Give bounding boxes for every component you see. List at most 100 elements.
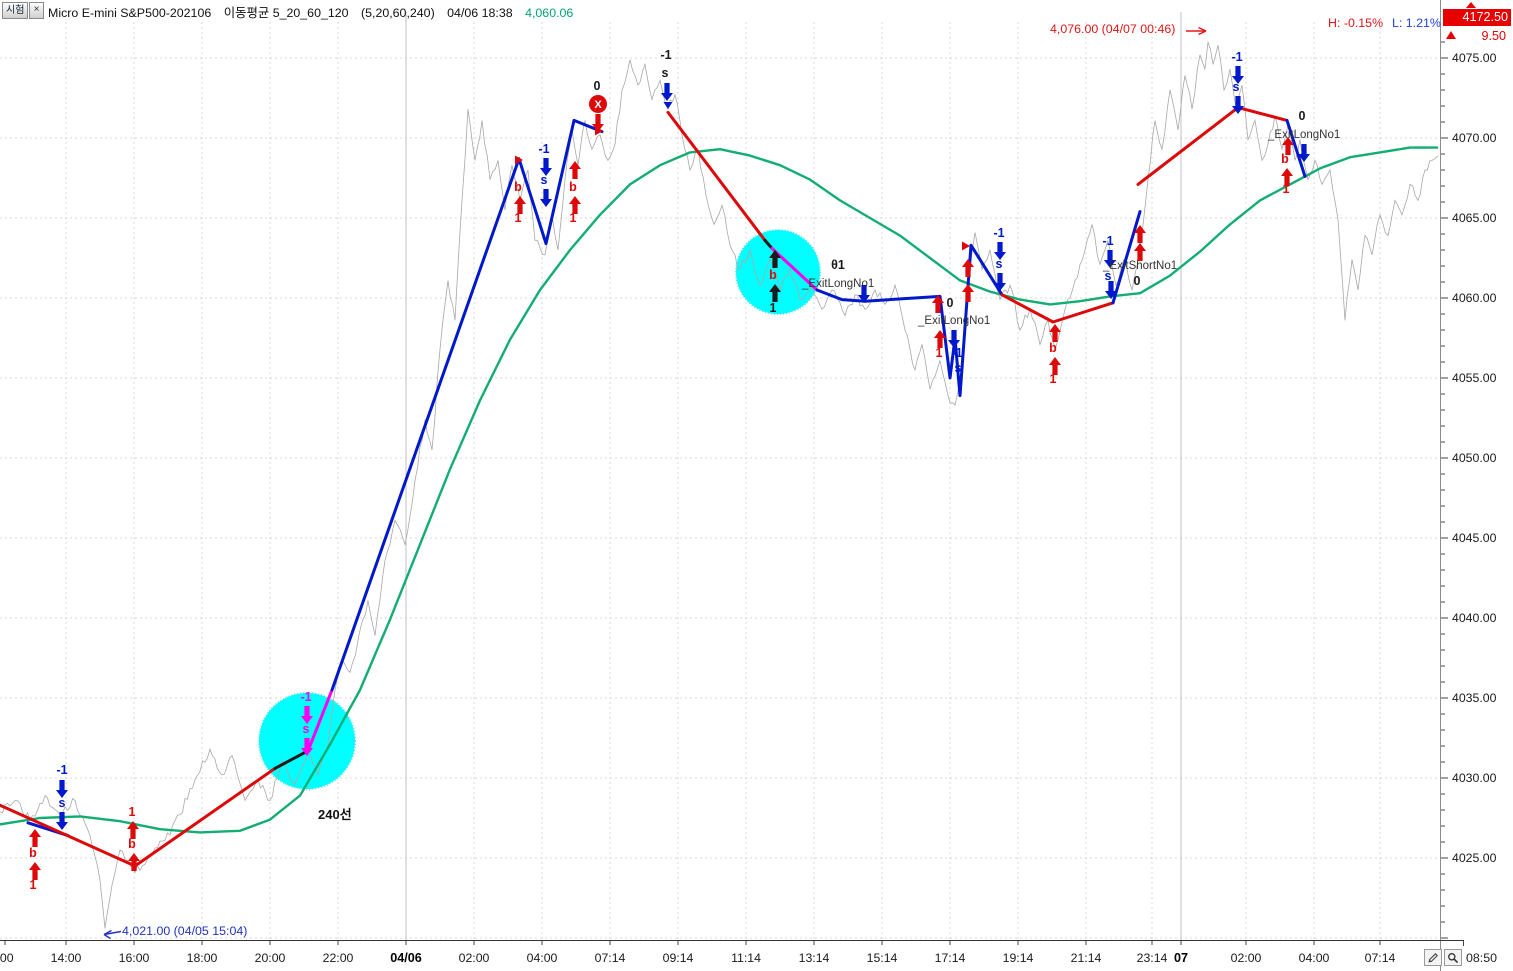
tab-close-button[interactable]: × [29, 2, 44, 19]
high-change-label: H: -0.15% [1328, 16, 1384, 30]
sell-arrow-icon [1232, 96, 1244, 114]
price-axis-label: 4055.00 [1452, 371, 1497, 385]
time-axis-label: 09:14 [663, 951, 694, 965]
buy-arrow-icon [1281, 168, 1293, 186]
signal-segment-blue [330, 118, 604, 692]
signal-marker-label: s [541, 173, 548, 187]
exit-x-glyph: X [594, 99, 602, 111]
time-axis-label: 15:14 [867, 951, 898, 965]
sell-arrow-icon [1232, 66, 1244, 84]
signal-marker-label: 0 [1299, 109, 1306, 123]
time-axis-label: 04/06 [390, 951, 422, 965]
signal-marker-label: -1 [300, 690, 311, 704]
signal-marker-label: b [514, 180, 522, 194]
draw-tool-button[interactable] [1424, 949, 1442, 966]
instrument-name: Micro E-mini S&P500-202106 [48, 6, 212, 20]
signal-segment-blue [1111, 210, 1142, 305]
chart-plot-area[interactable] [0, 20, 1440, 940]
signal-marker-label: 1 [515, 211, 522, 225]
signal-segment-red [666, 110, 767, 242]
buy-arrow-icon [1134, 225, 1146, 243]
indicator-params: (5,20,60,240) [360, 6, 435, 20]
signal-marker-label: 0 [947, 296, 954, 310]
axis-last-time: 08:50 [1466, 951, 1498, 965]
signal-marker-label: s [996, 257, 1003, 271]
time-axis-label: 23:14 [1137, 951, 1168, 965]
signal-marker-label: 1 [1283, 182, 1290, 196]
time-axis-label: 14:00 [51, 951, 82, 965]
time-axis-label: :00 [0, 951, 14, 965]
signal-marker-label: s [1233, 80, 1240, 94]
sell-arrow-icon [661, 83, 673, 101]
buy-arrow-icon [29, 862, 41, 880]
price-axis-label: 4050.00 [1452, 451, 1497, 465]
signal-marker-label: 1 [129, 805, 136, 819]
signal-marker-label: -1 [1231, 50, 1242, 64]
signal-marker-label: s [303, 722, 310, 736]
signal-marker-label: b [1049, 341, 1057, 355]
line-end-arrow-icon [663, 102, 673, 109]
sell-arrow-icon [994, 273, 1006, 291]
signal-segment-magenta [770, 246, 819, 292]
price-axis-label: 4035.00 [1452, 691, 1497, 705]
time-axis-label: 02:00 [459, 951, 490, 965]
buy-arrow-icon [932, 295, 944, 313]
signal-marker-label: _ExitShortNo1 [1102, 260, 1177, 272]
time-axis-label: 04:00 [1299, 951, 1330, 965]
buy-arrow-icon [962, 259, 974, 277]
sell-arrow-icon [56, 812, 68, 830]
current-price-badge: 4172.50 [1443, 9, 1511, 26]
zoom-tool-button[interactable] [1444, 949, 1462, 966]
high-point-arrow-icon [1186, 26, 1207, 36]
signal-marker-label: _ExitLongNo1 [1267, 129, 1340, 141]
high-point-annotation: 4,076.00 (04/07 00:46) [1050, 22, 1176, 36]
time-axis-label: 16:00 [119, 951, 150, 965]
signal-marker-label: b [29, 846, 37, 860]
buy-arrow-icon [514, 196, 526, 214]
signal-marker-label: b [128, 837, 136, 851]
signal-marker-label: b [769, 268, 777, 282]
time-axis-label: 21:14 [1071, 951, 1102, 965]
crosshair-datetime: 04/06 18:38 [447, 6, 513, 20]
buy-arrow-icon [127, 821, 139, 839]
pencil-icon [1428, 952, 1438, 962]
buy-arrow-icon [128, 853, 140, 871]
sell-arrow-icon [994, 242, 1006, 260]
signal-segment-black [273, 749, 310, 770]
buy-arrow-icon [29, 829, 41, 847]
chart-tab-label: 시험 [6, 5, 25, 16]
price-axis-label: 4045.00 [1452, 531, 1497, 545]
line-end-arrow-icon [595, 126, 603, 136]
ma-line-240 [0, 146, 1438, 834]
sell-arrow-icon [1104, 250, 1116, 268]
ma240-label: 240선 [318, 807, 352, 822]
signal-marker-label: 0 [594, 79, 601, 93]
price-line [0, 41, 1439, 929]
magnifier-icon [1448, 952, 1459, 963]
time-axis-label: 17:14 [935, 951, 966, 965]
sell-arrow-icon [1105, 281, 1117, 299]
signal-marker-label: _ExitLongNo1 [917, 315, 990, 327]
sell-arrow-icon [1298, 144, 1310, 162]
buy-arrow-icon [1049, 324, 1061, 342]
line-end-arrow-icon [962, 241, 970, 251]
price-axis-label: 4075.00 [1452, 51, 1497, 65]
chart-tab[interactable]: 시험 [2, 2, 29, 19]
signal-marker-label: -1 [951, 346, 962, 360]
signal-marker-label: 1 [1050, 372, 1057, 386]
buy-arrow-icon [1282, 137, 1294, 155]
buy-arrow-icon [1049, 357, 1061, 375]
signal-marker-label: 1 [570, 211, 577, 225]
indicator-value: 4,060.06 [525, 6, 574, 20]
signal-marker-label: -1 [56, 763, 67, 777]
line-end-arrow-icon [515, 155, 523, 165]
time-axis-label: 18:00 [187, 951, 218, 965]
time-axis-label: 07 [1174, 951, 1188, 965]
highlight-circle [735, 229, 821, 315]
signal-marker-label: -1 [660, 48, 671, 62]
sell-arrow-icon [56, 780, 68, 798]
signal-marker-label: -1 [1102, 234, 1113, 248]
signal-segment-blue [1285, 118, 1307, 178]
